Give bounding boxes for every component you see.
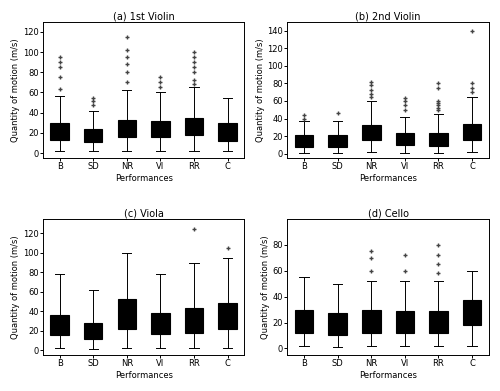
PathPatch shape xyxy=(463,124,481,140)
PathPatch shape xyxy=(362,310,380,333)
X-axis label: Performances: Performances xyxy=(359,174,417,183)
PathPatch shape xyxy=(151,121,170,137)
PathPatch shape xyxy=(429,311,448,333)
PathPatch shape xyxy=(84,323,102,339)
PathPatch shape xyxy=(50,315,69,335)
Title: (c) Viola: (c) Viola xyxy=(124,208,164,218)
PathPatch shape xyxy=(118,299,136,329)
PathPatch shape xyxy=(396,311,414,333)
PathPatch shape xyxy=(463,300,481,325)
PathPatch shape xyxy=(218,123,237,141)
PathPatch shape xyxy=(218,303,237,329)
PathPatch shape xyxy=(328,135,347,147)
Title: (d) Cello: (d) Cello xyxy=(368,208,408,218)
PathPatch shape xyxy=(118,120,136,137)
Y-axis label: Quantity of motion (m/s): Quantity of motion (m/s) xyxy=(11,235,20,339)
PathPatch shape xyxy=(362,125,380,140)
PathPatch shape xyxy=(295,135,314,147)
PathPatch shape xyxy=(295,310,314,333)
PathPatch shape xyxy=(50,123,69,140)
X-axis label: Performances: Performances xyxy=(114,371,172,380)
Y-axis label: Quantity of motion (m/s): Quantity of motion (m/s) xyxy=(260,235,270,339)
PathPatch shape xyxy=(429,133,448,146)
PathPatch shape xyxy=(328,314,347,335)
Y-axis label: Quantity of motion (m/s): Quantity of motion (m/s) xyxy=(11,38,20,142)
PathPatch shape xyxy=(185,118,204,135)
Title: (b) 2nd Violin: (b) 2nd Violin xyxy=(356,11,421,21)
Y-axis label: Quantity of motion (m/s): Quantity of motion (m/s) xyxy=(256,38,264,142)
Title: (a) 1st Violin: (a) 1st Violin xyxy=(113,11,174,21)
PathPatch shape xyxy=(185,308,204,333)
PathPatch shape xyxy=(396,133,414,145)
PathPatch shape xyxy=(151,313,170,334)
PathPatch shape xyxy=(84,129,102,142)
X-axis label: Performances: Performances xyxy=(359,371,417,380)
X-axis label: Performances: Performances xyxy=(114,174,172,183)
